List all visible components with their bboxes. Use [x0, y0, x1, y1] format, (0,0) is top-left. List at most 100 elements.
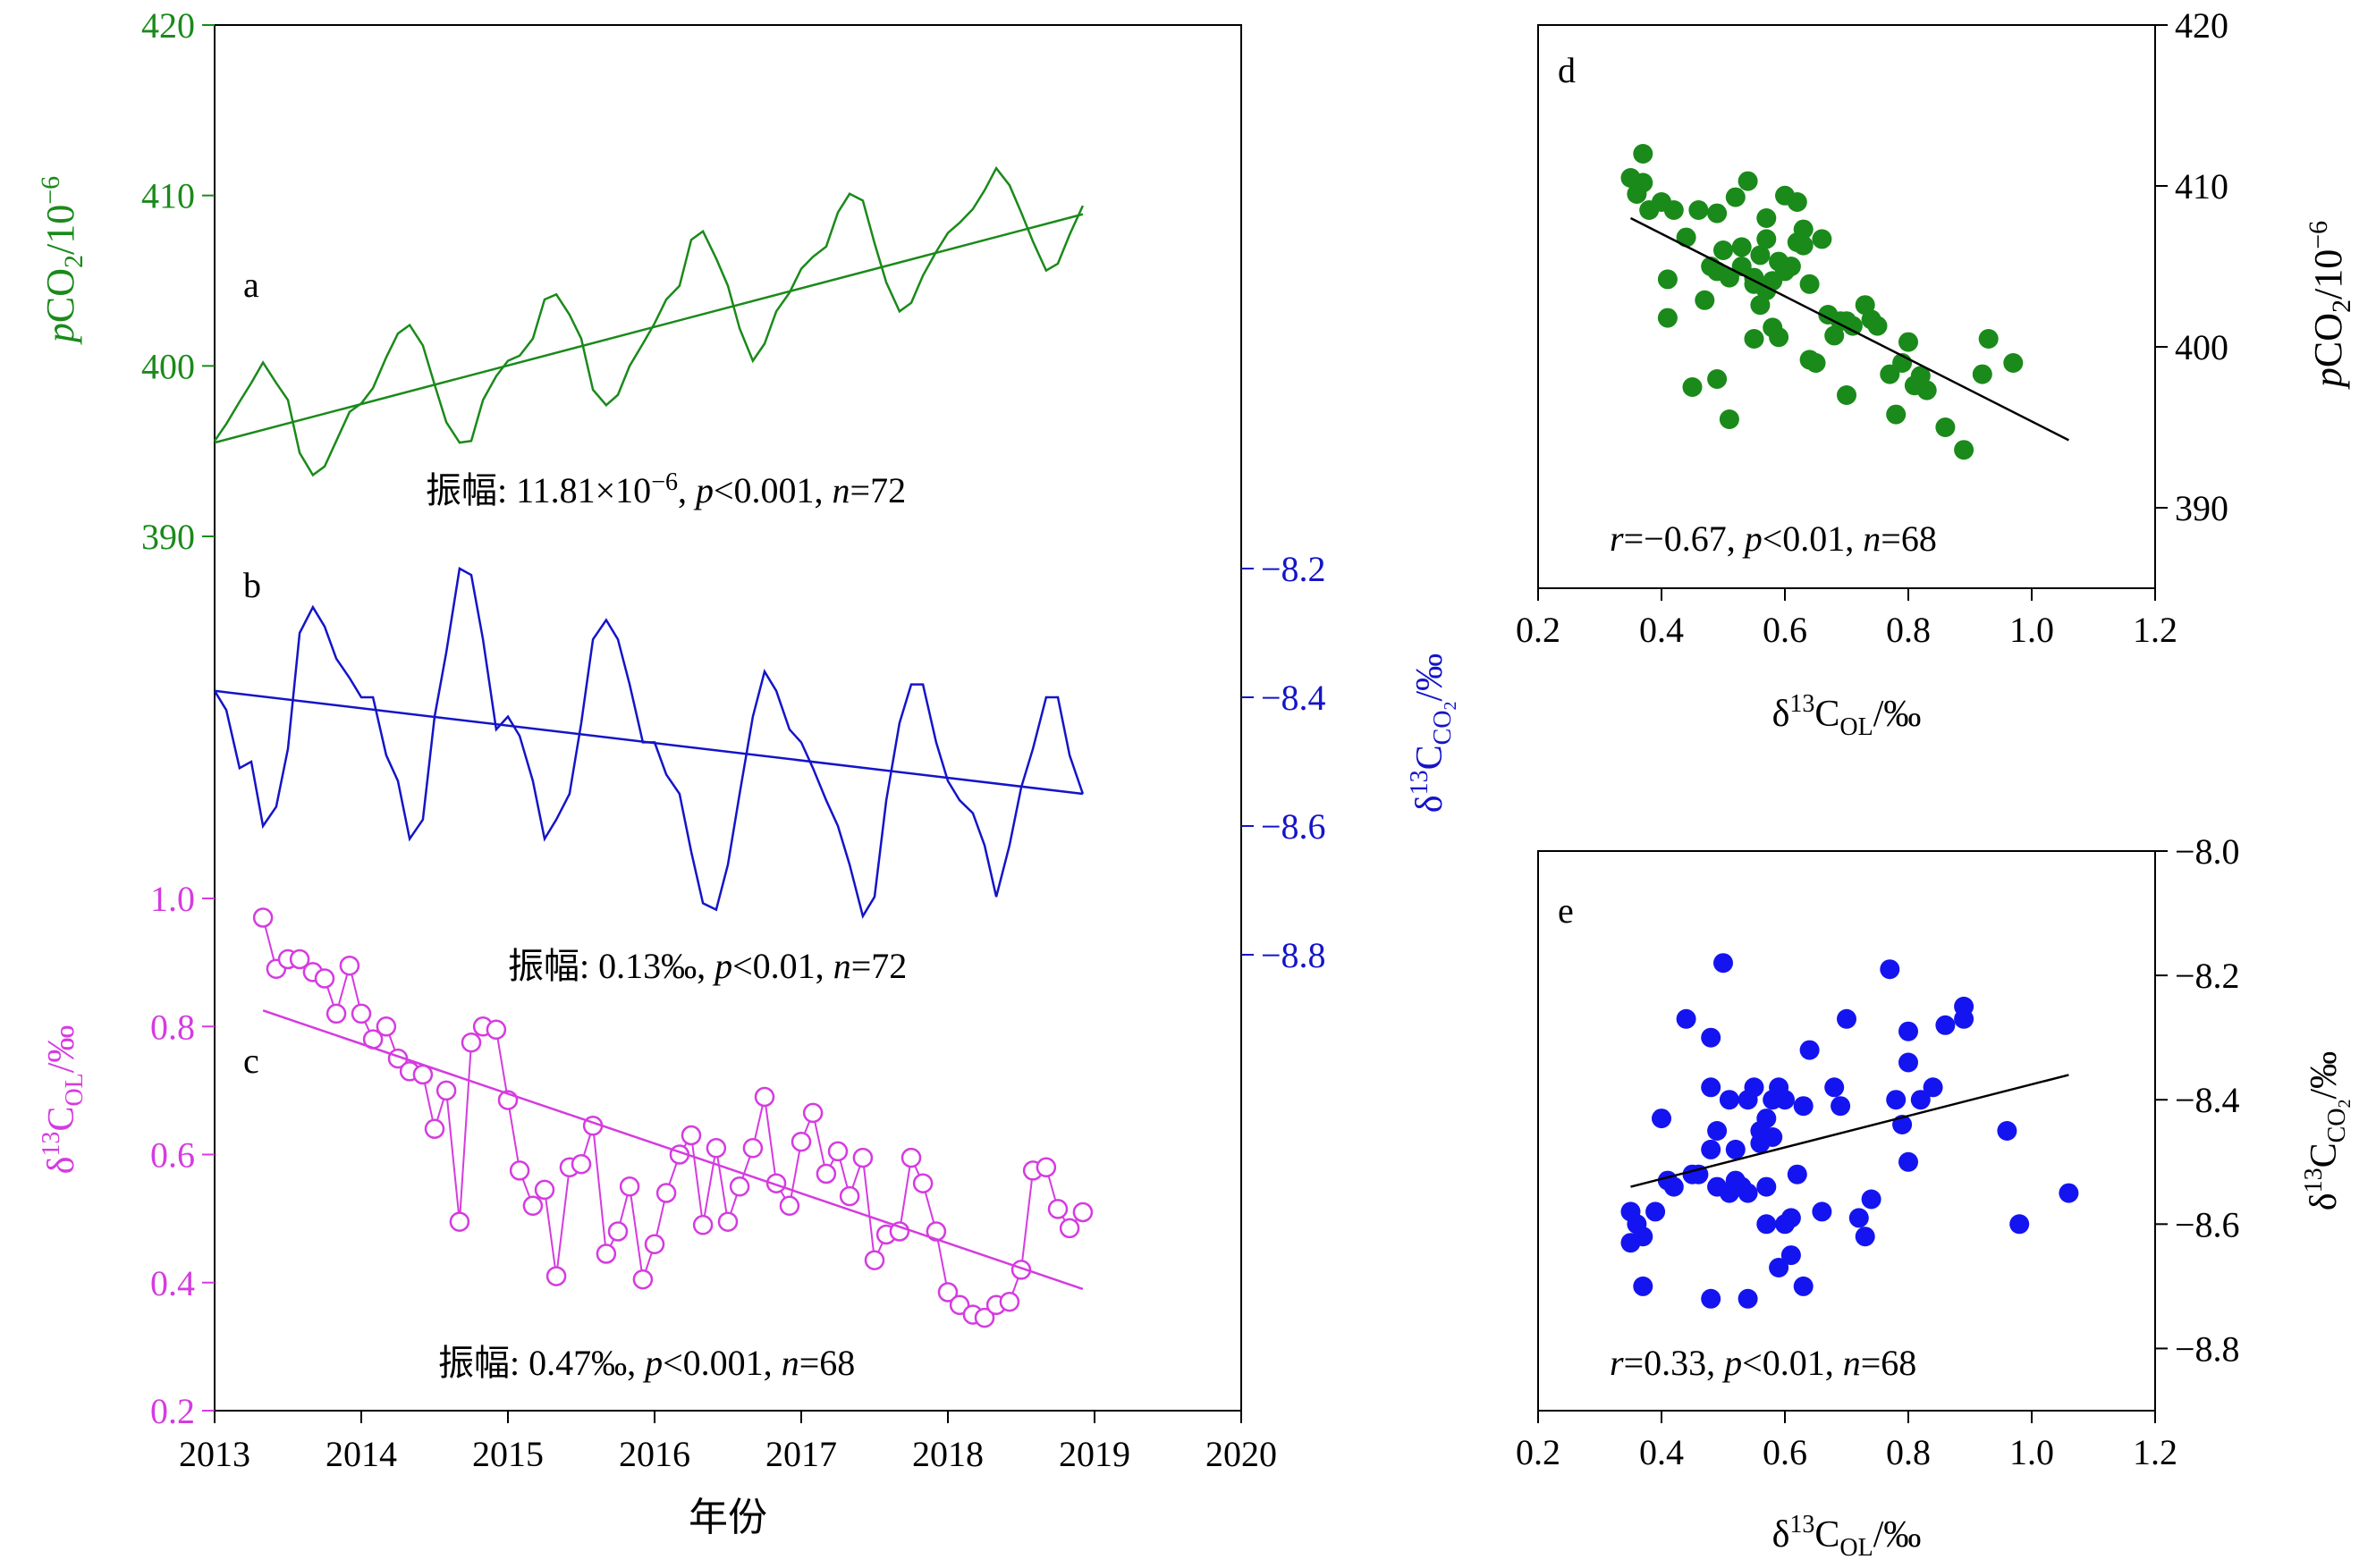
scatter-point: [1842, 316, 1863, 336]
scatter-point: [1707, 369, 1728, 389]
series-c-point: [351, 1003, 372, 1024]
x-tick-label: 1.0: [2009, 610, 2054, 650]
scatter-point: [2059, 1183, 2079, 1203]
y-tick-label: 1.0: [150, 879, 195, 919]
scatter-point: [1744, 329, 1764, 349]
scatter-point: [1898, 1052, 1918, 1073]
scatter-point: [1972, 364, 1992, 384]
scatter-point: [1997, 1121, 2017, 1141]
series-c-point: [289, 948, 310, 970]
scatter-point: [1978, 329, 1999, 349]
panel-d-points: [1620, 144, 2024, 460]
panel-e-y-axis: −8.0 −8.2 −8.4 −8.6 −8.8: [2155, 831, 2240, 1369]
panel-e-annotation-r: r: [1610, 1343, 1624, 1383]
scatter-point: [1750, 245, 1771, 266]
scatter-point: [1688, 200, 1709, 220]
scatter-point: [1701, 1077, 1721, 1098]
y-tick-label: −8.6: [2175, 1204, 2240, 1244]
scatter-point: [1954, 996, 1974, 1016]
panel-d-annotation-n-text: =68: [1881, 518, 1937, 559]
series-c-point: [717, 1211, 739, 1232]
x-tick-label: 2014: [326, 1434, 397, 1474]
panel-d-annotation-n: n: [1863, 518, 1881, 559]
series-c-point: [545, 1266, 567, 1286]
y-tick-label: 420: [2175, 5, 2228, 46]
panel-d-label: d: [1558, 50, 1576, 90]
panel-a-y-axis: 390 400 410 420: [141, 5, 215, 557]
scatter-point: [1805, 353, 1826, 373]
panel-d-annotation-p: p: [1742, 518, 1763, 559]
series-c-point: [522, 1195, 544, 1217]
panel-e-frame: [1537, 850, 2156, 1412]
series-c-points: [252, 907, 1094, 1328]
panel-d-x-label-rest: /‰: [1873, 694, 1922, 735]
panel-a-annotation-n-text: =72: [850, 470, 907, 510]
scatter-point: [1756, 1109, 1777, 1129]
panel-a-annotation: 振幅: 11.81×10−6, p<0.001, n=72: [426, 468, 906, 510]
scatter-point: [1793, 1096, 1814, 1117]
scatter-point: [1682, 377, 1703, 397]
scatter-point: [1916, 380, 1937, 400]
scatter-point: [1731, 237, 1752, 257]
y-tick-label: 400: [2175, 327, 2228, 367]
panel-d-x-label-c: C: [1814, 694, 1839, 735]
panel-e-x-axis: 0.2 0.4 0.6 0.8 1.0 1.2: [1516, 1411, 2177, 1472]
scatter-point: [1880, 959, 1900, 980]
panel-d-y-label: pCO2/10−6: [2304, 221, 2356, 390]
scatter-point: [1793, 235, 1814, 256]
y-tick-label: 410: [141, 176, 195, 216]
scatter-point: [1756, 1176, 1777, 1197]
series-c-point: [339, 955, 360, 976]
scatter-point: [1769, 327, 1789, 348]
panel-b-y-label-rest: /‰: [1409, 653, 1450, 702]
series-c-point: [571, 1153, 592, 1175]
scatter-point: [1799, 1040, 1820, 1060]
scatter-point: [1725, 187, 1746, 207]
series-c-point: [974, 1307, 995, 1328]
scatter-point: [1837, 385, 1856, 405]
series-c-point: [864, 1250, 885, 1270]
scatter-point: [2003, 353, 2024, 373]
series-c-point: [802, 1102, 824, 1124]
y-tick-label: −8.4: [1261, 678, 1326, 718]
panel-b-annotation-n-text: =72: [851, 946, 908, 986]
panel-d-y-axis: 390 400 410 420: [2155, 5, 2228, 528]
scatter-point: [1719, 1090, 1739, 1110]
scatter-point: [1793, 219, 1814, 240]
left-x-axis: 2013 2014 2015 2016 2017 2018 2019 2020: [179, 1411, 1277, 1474]
panel-c-y-label-c: C: [41, 1107, 82, 1132]
panel-e-annotation-r-text: =0.33,: [1624, 1343, 1725, 1383]
x-tick-label: 0.8: [1886, 610, 1931, 650]
x-tick-label: 0.6: [1763, 610, 1807, 650]
series-c-point: [692, 1215, 714, 1235]
panel-d-y-label-rest: /10: [2306, 249, 2350, 299]
scatter-point: [1756, 1214, 1777, 1235]
series-c-point: [912, 1173, 934, 1193]
panel-b-y-axis: −8.2 −8.4 −8.6 −8.8: [1241, 549, 1326, 975]
scatter-point: [1738, 171, 1758, 191]
scatter-point: [1935, 1015, 1956, 1035]
panel-e-points: [1620, 953, 2079, 1309]
scatter-point: [1738, 1288, 1758, 1309]
x-tick-label: 2013: [179, 1434, 250, 1474]
x-tick-label: 2019: [1059, 1434, 1130, 1474]
scatter-point: [1799, 274, 1820, 294]
scatter-point: [1688, 1164, 1709, 1184]
panel-e-y-label-subsub: 2: [2335, 1099, 2355, 1108]
scatter-point: [1855, 1227, 1875, 1247]
panel-d-x-label: δ13COL/‰: [1772, 690, 1922, 741]
panel-d: 0.2 0.4 0.6 0.8 1.0 1.2 390 400 410 420 d r=−0.6…: [1516, 5, 2356, 741]
y-tick-label: 0.4: [150, 1263, 195, 1303]
left-plot-frame: [214, 24, 1242, 1412]
series-c-point: [839, 1185, 860, 1207]
scatter-point: [1898, 1151, 1918, 1172]
panel-b: −8.2 −8.4 −8.6 −8.8 b 振幅: 0.13‰, p<0.01, n=…: [213, 549, 1460, 986]
scatter-point: [1695, 290, 1715, 310]
panel-c-annotation-p: p: [642, 1343, 663, 1383]
scatter-point: [1935, 417, 1956, 437]
scatter-point: [1744, 1077, 1764, 1098]
y-tick-label: 0.2: [150, 1391, 195, 1431]
panel-e-annotation-p: p: [1721, 1343, 1742, 1383]
y-tick-label: 390: [141, 517, 195, 557]
panel-b-label: b: [243, 565, 261, 605]
